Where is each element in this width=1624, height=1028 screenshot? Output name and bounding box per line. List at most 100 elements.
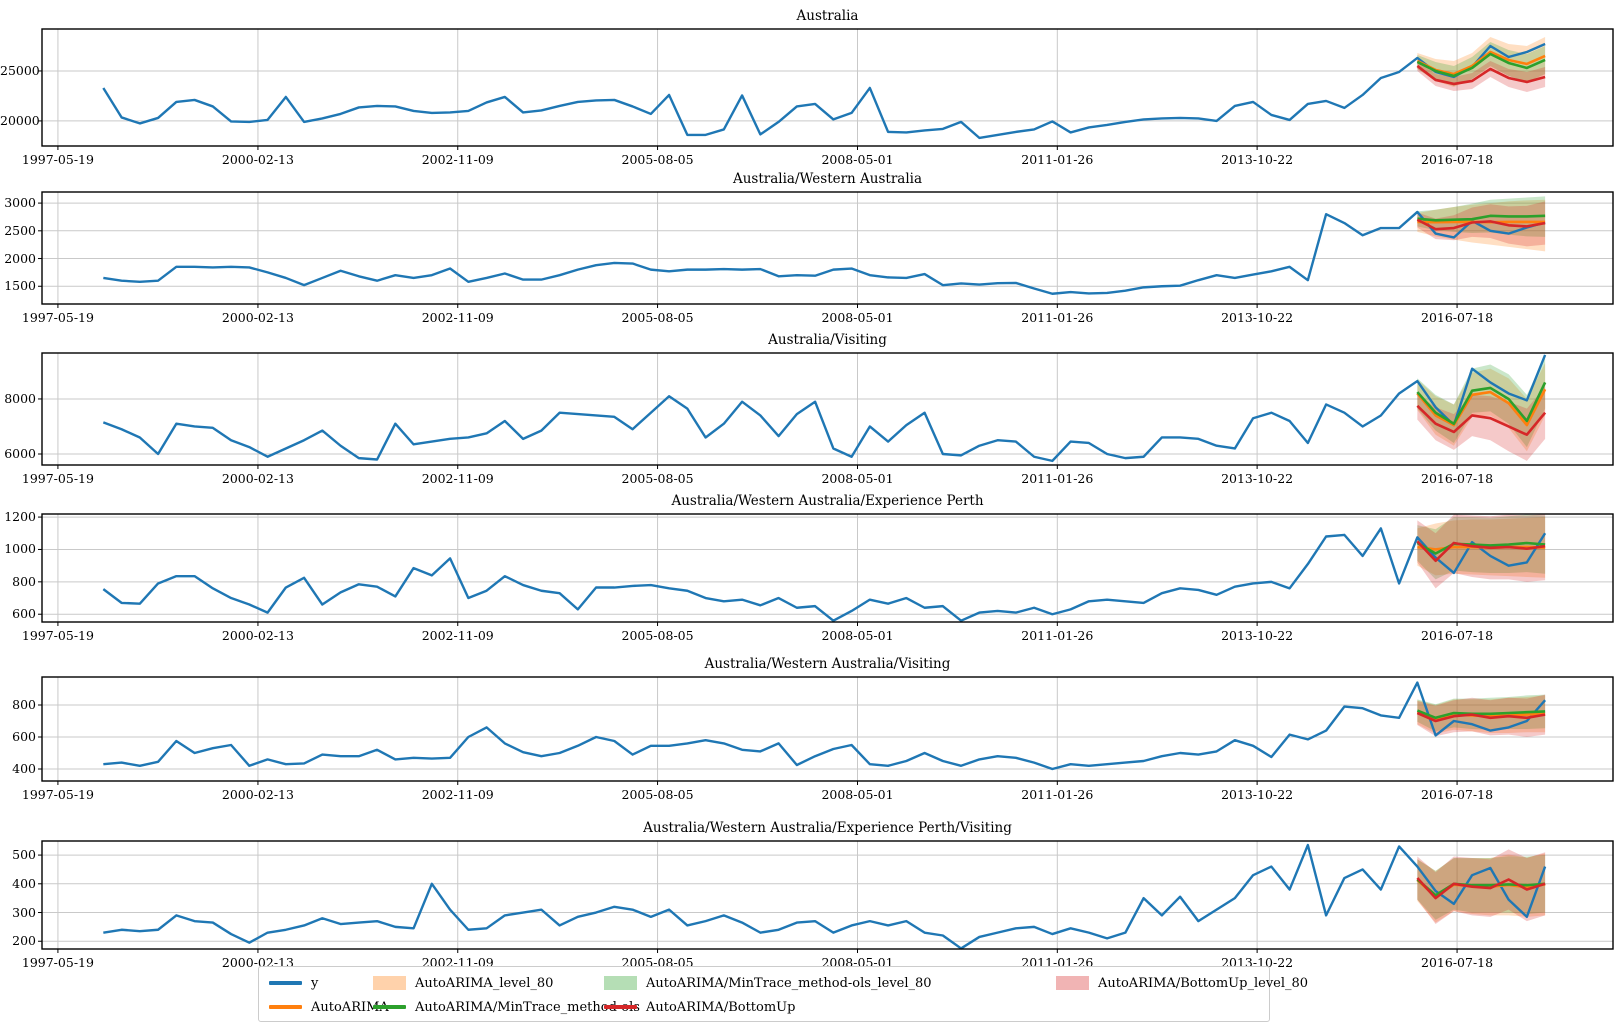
legend: y AutoARIMA AutoARIMA_level_80 AutoARIMA… — [258, 966, 1308, 1022]
x-tick-label: 1997-05-19 — [21, 152, 94, 167]
x-tick-label: 2016-07-18 — [1421, 628, 1494, 643]
autoarima-line-swatch — [269, 1005, 302, 1009]
y-tick-label: 8000 — [4, 390, 36, 406]
x-tick-label: 2011-01-26 — [1021, 310, 1094, 325]
legend-label: y — [311, 975, 319, 991]
y-tick-label: 3000 — [4, 195, 36, 211]
series-bottomup-line — [1416, 404, 1547, 437]
y-tick-label: 1000 — [4, 541, 36, 557]
series-y-line — [103, 210, 1546, 295]
subplot-australia-wa-visiting: Australia/Western Australia/Visiting 400… — [0, 656, 1624, 802]
series-bottomup-line — [1416, 64, 1546, 86]
legend-label: AutoARIMA/MinTrace_method-ols — [415, 999, 640, 1015]
legend-column: y AutoARIMA — [269, 967, 389, 1021]
plot-title: Australia — [796, 8, 859, 24]
x-tick-label: 2005-08-05 — [621, 152, 694, 167]
series-mintrace-line — [1417, 214, 1546, 222]
y-tick-label: 6000 — [4, 445, 36, 461]
plot-canvas — [38, 352, 1614, 469]
plot-title: Australia/Western Australia/Experience P… — [671, 493, 984, 509]
x-tick-label: 2013-10-22 — [1221, 152, 1294, 167]
series-bottomup-line — [1416, 218, 1546, 231]
series-mintrace-line — [1416, 381, 1547, 426]
subplot-australia: Australia 20000 25000 1997-05-19 2000-02-13… — [0, 8, 1624, 167]
y-tick-label: 200 — [12, 933, 36, 949]
axes-frame — [41, 28, 1614, 147]
x-tick-label: 2002-11-09 — [421, 152, 494, 167]
x-tick-label: 2011-01-26 — [1021, 471, 1094, 486]
y-tick-label: 25000 — [0, 62, 40, 78]
series-autoarima-line — [1416, 388, 1547, 427]
x-tick-label: 1997-05-19 — [21, 471, 94, 486]
legend-column: AutoARIMA/BottomUp_level_80 — [1056, 967, 1308, 1021]
x-tick-label: 2013-10-22 — [1221, 310, 1294, 325]
x-tick-label: 2000-02-13 — [221, 310, 294, 325]
mintrace-band-swatch — [604, 976, 637, 990]
axes-frame — [41, 840, 1614, 950]
legend-column: AutoARIMA_level_80 AutoARIMA/MinTrace_me… — [373, 967, 640, 1021]
y-tick-label: 600 — [12, 606, 36, 622]
x-tick-label: 2013-10-22 — [1221, 787, 1294, 802]
legend-item-mintrace-level-80: AutoARIMA/MinTrace_method-ols_level_80 — [604, 973, 932, 993]
x-tick-label: 2000-02-13 — [221, 628, 294, 643]
x-tick-label: 2005-08-05 — [621, 787, 694, 802]
series-y-line — [102, 527, 1547, 622]
legend-label: AutoARIMA/BottomUp — [646, 999, 796, 1015]
plot-title: Australia/Western Australia/Experience P… — [643, 820, 1012, 836]
x-tick-label: 2002-11-09 — [421, 310, 494, 325]
subplot-australia-western-australia: Australia/Western Australia 1500 2000 2500… — [0, 171, 1624, 325]
legend-label: AutoARIMA/BottomUp_level_80 — [1098, 975, 1309, 991]
x-tick-label: 2016-07-18 — [1421, 955, 1494, 970]
x-tick-label: 2013-10-22 — [1221, 471, 1294, 486]
axes-frame — [41, 513, 1614, 623]
x-tick-label: 1997-05-19 — [21, 628, 94, 643]
legend-item-y: y — [269, 973, 318, 993]
legend-item-bottomup: AutoARIMA/BottomUp — [604, 997, 795, 1017]
series-bottomup-line — [1416, 540, 1546, 563]
mintrace-level80-band — [1417, 356, 1546, 448]
x-tick-label: 2008-05-01 — [821, 310, 894, 325]
axes-frame — [41, 352, 1614, 466]
x-tick-label: 2016-07-18 — [1421, 310, 1494, 325]
y-tick-label: 600 — [12, 729, 36, 744]
autoarima-band-swatch — [373, 976, 406, 990]
x-tick-label: 2016-07-18 — [1421, 471, 1494, 486]
subplot-australia-wa-experience-perth: Australia/Western Australia/Experience P… — [0, 493, 1624, 643]
y-tick-label: 400 — [12, 761, 36, 776]
x-tick-label: 2000-02-13 — [221, 152, 294, 167]
bottomup-level80-band — [1417, 201, 1546, 247]
legend-label: AutoARIMA/MinTrace_method-ols_level_80 — [646, 975, 932, 991]
y-tick-label: 800 — [12, 697, 36, 712]
plot-title: Australia/Western Australia — [732, 171, 923, 187]
x-tick-label: 2000-02-13 — [221, 471, 294, 486]
plot-canvas — [38, 28, 1614, 150]
plot-canvas — [38, 191, 1614, 308]
x-tick-label: 2005-08-05 — [621, 310, 694, 325]
series-y-line — [102, 42, 1546, 140]
x-tick-label: 2013-10-22 — [1221, 628, 1294, 643]
x-tick-label: 2000-02-13 — [221, 787, 294, 802]
series-mintrace-line — [1416, 541, 1546, 555]
y-tick-label: 2000 — [4, 250, 36, 266]
bottomup-line-swatch — [604, 1005, 637, 1009]
legend-item-mintrace: AutoARIMA/MinTrace_method-ols — [373, 997, 640, 1017]
x-tick-label: 2008-05-01 — [821, 628, 894, 643]
legend-item-autoarima: AutoARIMA — [269, 997, 389, 1017]
series-y-line — [103, 681, 1547, 771]
axes-frame — [41, 676, 1614, 782]
series-y-line — [103, 843, 1547, 950]
x-tick-label: 2011-01-26 — [1021, 152, 1094, 167]
y-tick-label: 1500 — [4, 278, 36, 294]
legend-label: AutoARIMA — [311, 999, 389, 1015]
plot-canvas — [38, 513, 1614, 626]
y-tick-label: 2500 — [4, 222, 36, 238]
y-line-swatch — [269, 981, 302, 985]
y-tick-label: 800 — [12, 573, 36, 589]
subplot-australia-wa-experience-perth-visiting: Australia/Western Australia/Experience P… — [0, 820, 1624, 970]
x-tick-label: 2016-07-18 — [1421, 787, 1494, 802]
legend-column: AutoARIMA/MinTrace_method-ols_level_80 A… — [604, 967, 1049, 1021]
x-tick-label: 2002-11-09 — [421, 787, 494, 802]
x-tick-label: 2005-08-05 — [621, 628, 694, 643]
series-mintrace-line — [1416, 52, 1546, 78]
